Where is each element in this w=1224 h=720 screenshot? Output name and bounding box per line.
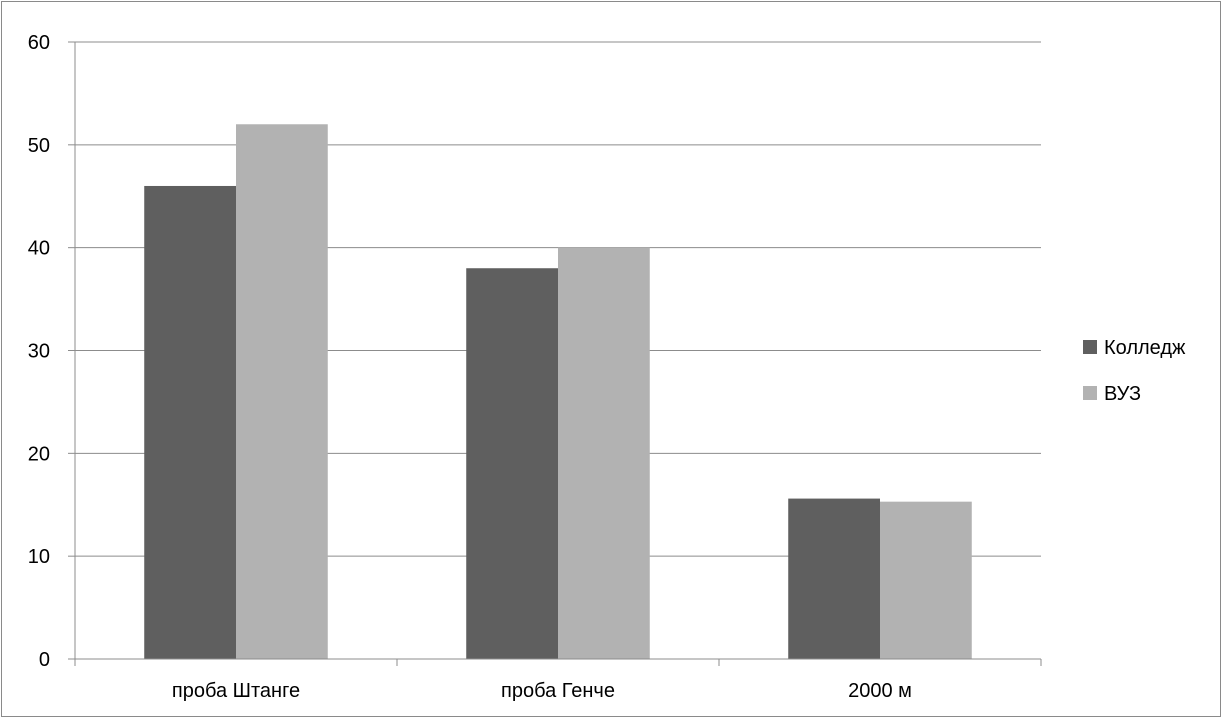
legend-swatch (1083, 386, 1097, 400)
y-tick-label: 60 (28, 32, 50, 54)
legend-swatch (1083, 340, 1097, 354)
y-tick-label: 30 (28, 341, 50, 363)
y-tick-label: 0 (39, 649, 50, 671)
bars (144, 124, 972, 660)
x-category-label: 2000 м (848, 680, 912, 702)
x-category-label: проба Генче (501, 680, 615, 702)
legend-label: ВУЗ (1104, 383, 1141, 405)
y-tick-label: 20 (28, 443, 50, 465)
y-tick-label: 50 (28, 135, 50, 157)
y-tick-label: 40 (28, 238, 50, 260)
bar-series2 (880, 501, 972, 659)
bar-series2 (558, 247, 650, 659)
axes (68, 41, 1042, 666)
legend-label: Колледж (1104, 337, 1186, 359)
axis-labels: 0 10 20 30 40 50 60 проба Штанге проба Генче 2000… (28, 32, 912, 702)
legend: Колледж ВУЗ (1083, 337, 1186, 405)
bar-series1 (788, 498, 880, 659)
y-tick-label: 10 (28, 546, 50, 568)
bar-series1 (466, 268, 558, 659)
x-category-label: проба Штанге (172, 680, 300, 702)
bar-series1 (144, 185, 236, 659)
bar-series2 (236, 124, 328, 660)
